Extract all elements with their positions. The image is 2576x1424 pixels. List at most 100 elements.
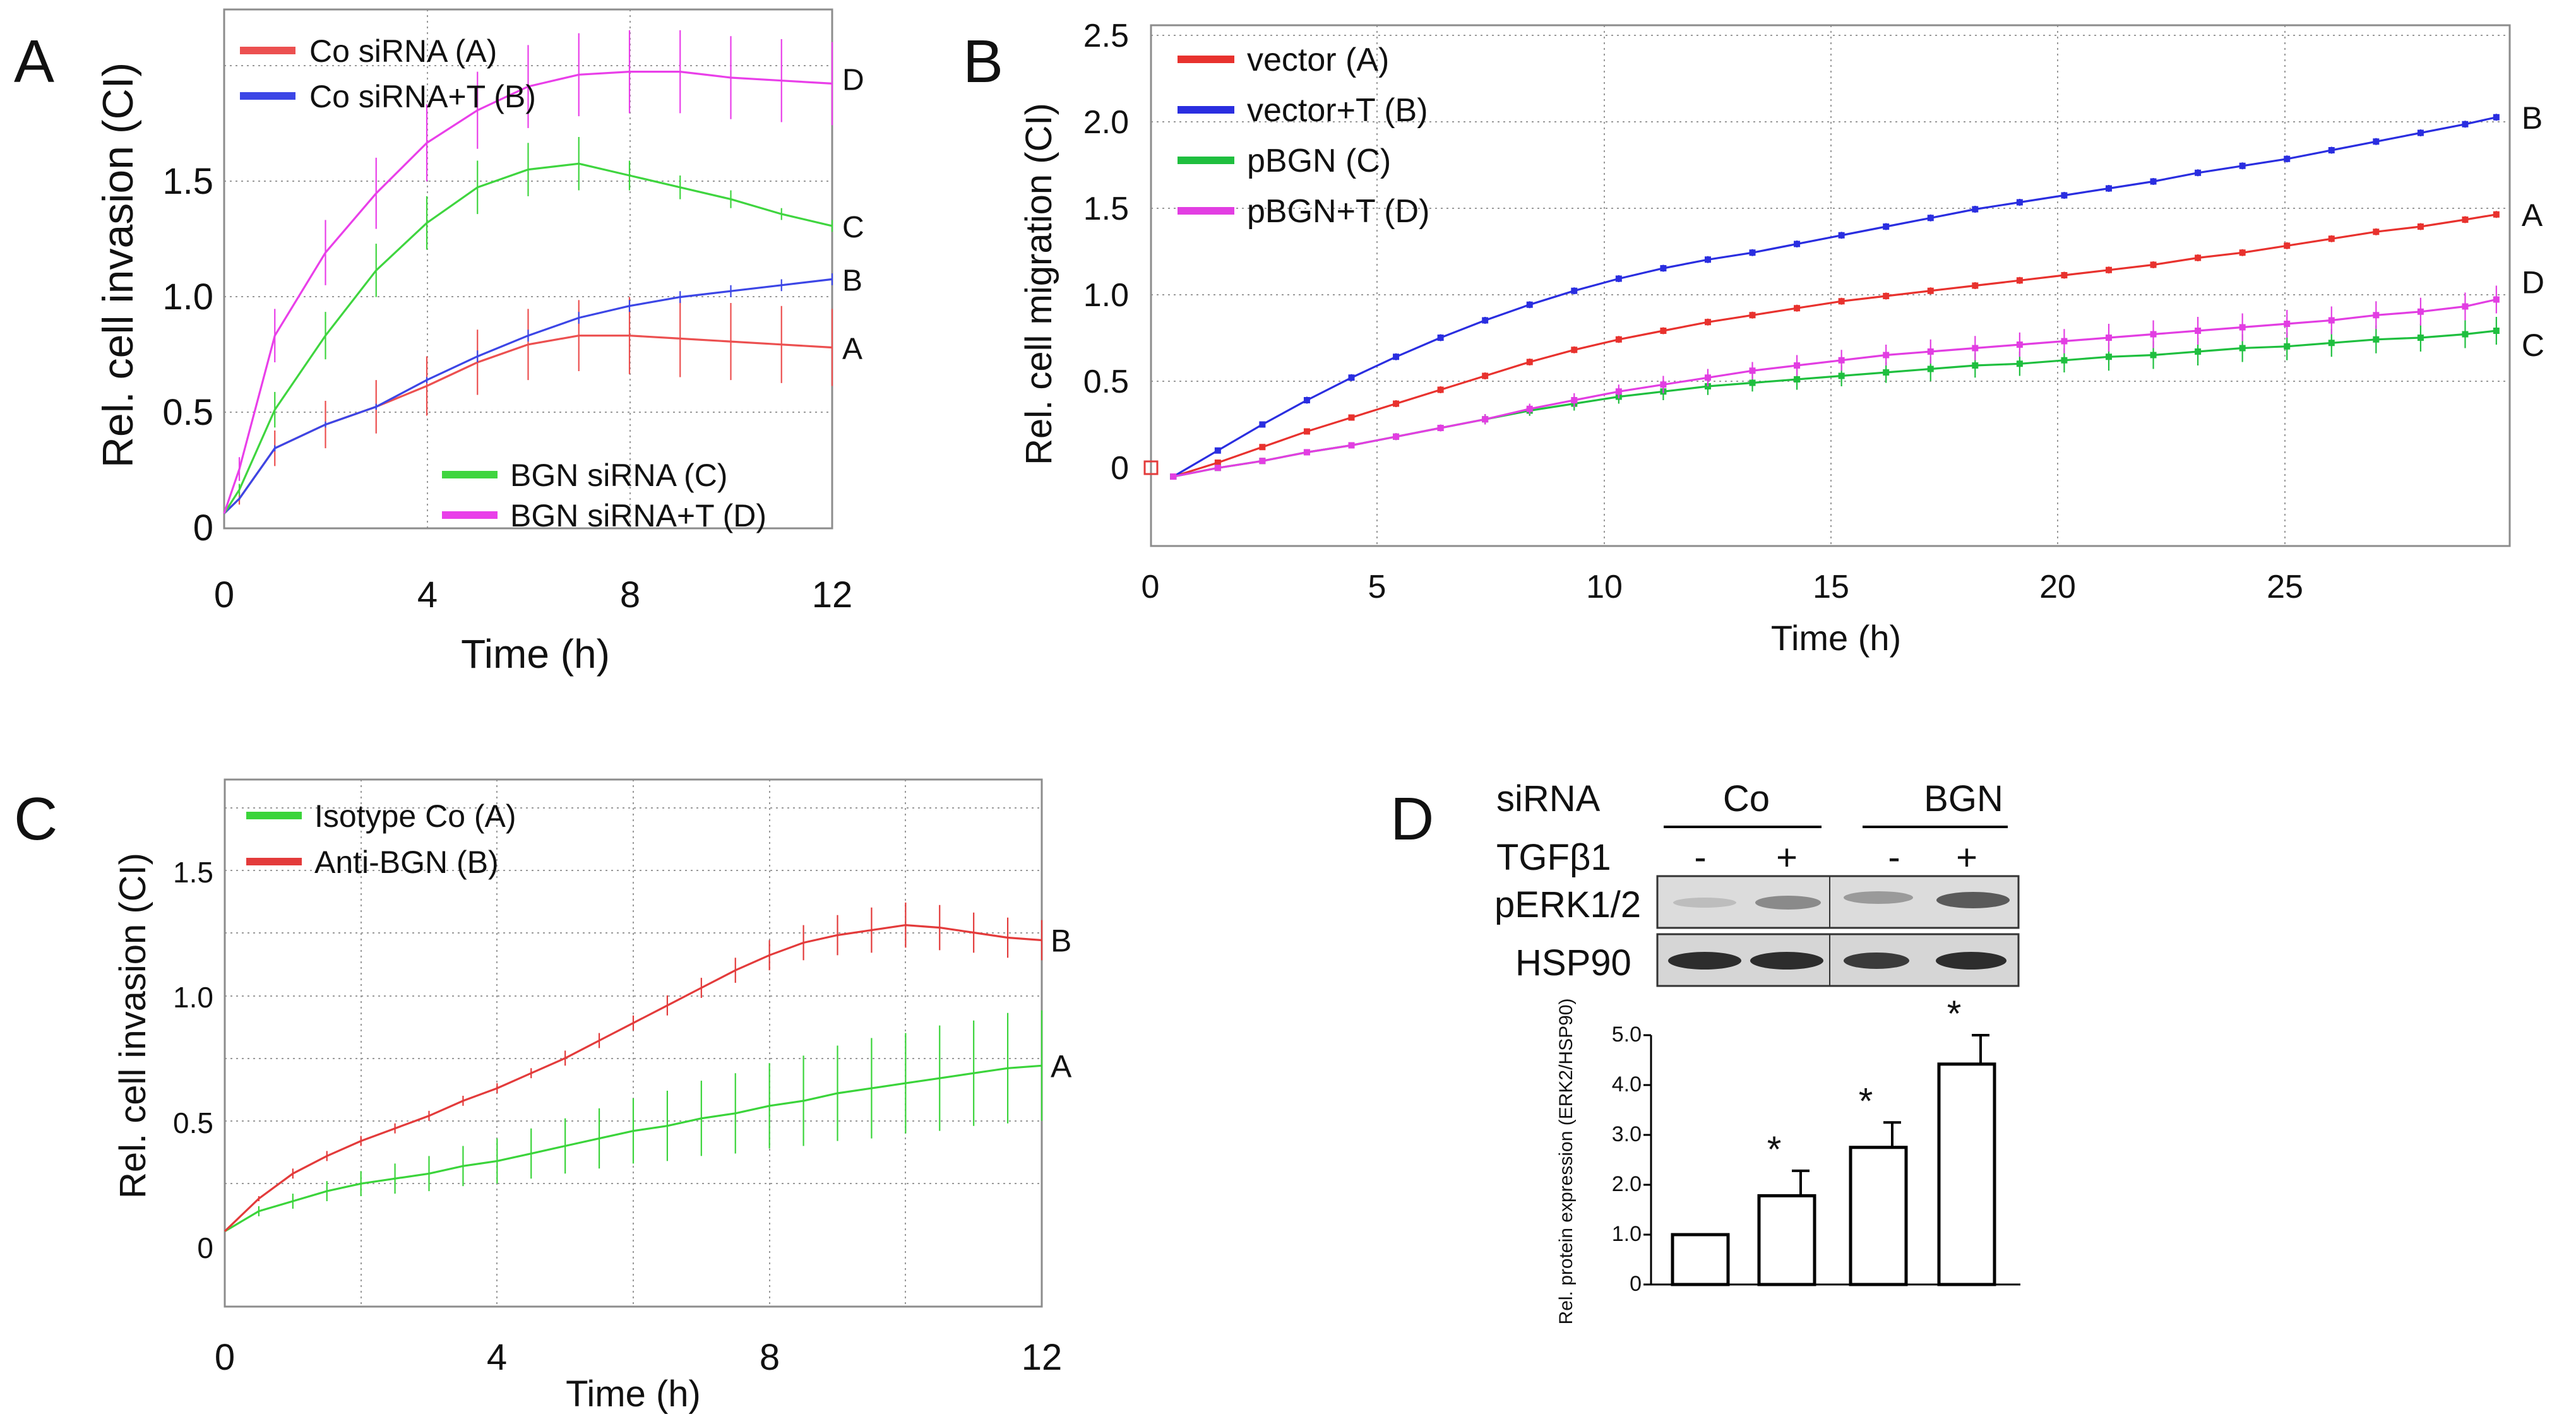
seriesB-s0-point: [1259, 444, 1266, 451]
seriesB-s3-point: [1348, 442, 1355, 449]
seriesB-s2-point: [1972, 362, 1979, 369]
series-group-b: A B CD: [1170, 100, 2544, 480]
seriesB-s2-point: [1794, 376, 1801, 383]
y-axis-label-b: Rel. cell migration (CI): [1018, 103, 1059, 465]
seriesB-s3-point: [1704, 374, 1711, 381]
panel-letter-b: B: [963, 28, 1003, 95]
x-tick-a-12: 12: [812, 574, 853, 615]
seriesB-s3-point: [2417, 308, 2424, 315]
x-tick-a-4: 4: [417, 574, 438, 615]
legend-label-c-1: Anti-BGN (B): [314, 845, 499, 880]
seriesB-s1-point: [2016, 199, 2023, 206]
panel-letter-c: C: [14, 785, 57, 853]
x-tick-b-25: 25: [2267, 569, 2303, 605]
seriesB-s3-point: [2016, 341, 2023, 348]
seriesB-s0-point: [1972, 282, 1979, 289]
x-tick-b-5: 5: [1368, 569, 1386, 605]
seriesB-s2-point: [2150, 352, 2157, 359]
seriesB-s2-point: [2195, 348, 2202, 355]
seriesB-s2-point: [2493, 328, 2500, 334]
blot-sign-2: +: [1776, 837, 1798, 878]
seriesB-s0-point: [1214, 460, 1221, 466]
seriesB-s0-point: [1571, 347, 1578, 353]
y-tick-b-15: 1.5: [1083, 191, 1129, 227]
x-tick-b-20: 20: [2039, 569, 2076, 605]
seriesB-s0-point: [1704, 319, 1711, 326]
y-tick-c-10: 1.0: [173, 981, 213, 1014]
seriesB-s3-point: [1615, 388, 1622, 395]
seriesA-s1-end-label: B: [842, 264, 862, 297]
plot-frame-a: [223, 8, 833, 530]
y-tick-a-05: 0.5: [162, 392, 213, 433]
x-axis-label-b: Time (h): [1771, 618, 1901, 658]
seriesB-s2-point: [2016, 360, 2023, 367]
origin-marker-b: [1143, 460, 1159, 475]
seriesB-s1-point: [2105, 185, 2112, 192]
seriesB-s0-point: [1749, 312, 1756, 319]
seriesB-s3-point: [2239, 324, 2246, 331]
blot-sign-4: +: [1956, 837, 1977, 878]
seriesB-s2-point: [1927, 365, 1934, 372]
seriesB-s3-point: [1972, 345, 1979, 352]
tick-group-d: [1643, 1034, 1651, 1286]
seriesB-s0-point: [2417, 223, 2424, 230]
seriesB-s3-point: [1794, 362, 1801, 369]
seriesB-s1-point: [2373, 138, 2380, 145]
seriesB-s3-point: [1482, 416, 1489, 423]
seriesB-s2-end-label: C: [2522, 328, 2544, 363]
y-tick-b-0: 0: [1111, 450, 1129, 487]
seriesB-s3-point: [1660, 381, 1667, 388]
seriesB-s2-point: [2417, 335, 2424, 341]
y-tick-d-0: 0: [1630, 1272, 1642, 1296]
panel-letter-d: D: [1390, 785, 1434, 853]
seriesB-s1-point: [1883, 223, 1890, 230]
seriesB-s3-point: [2195, 328, 2202, 334]
bar: [1937, 1062, 1996, 1286]
seriesA-s3-end-label: D: [842, 63, 864, 97]
y-tick-b-25: 2.5: [1083, 18, 1129, 54]
legend-label-b-0: vector (A): [1247, 42, 1389, 78]
seriesB-s0-point: [2239, 249, 2246, 256]
perk-blot: [1656, 875, 2020, 929]
seriesB-s2-point: [2373, 336, 2380, 343]
seriesA-s0-end-label: A: [842, 332, 862, 365]
seriesB-s0-point: [2462, 217, 2469, 223]
panel-letter-a: A: [14, 28, 54, 95]
seriesB-s2-point: [2061, 357, 2068, 364]
y-tick-b-05: 0.5: [1083, 364, 1129, 400]
y-tick-b-10: 1.0: [1083, 277, 1129, 314]
legend-label-a-1: Co siRNA+T (B): [309, 79, 536, 114]
seriesB-s1-point: [2493, 114, 2500, 121]
seriesB-s1-point: [1526, 301, 1533, 308]
seriesB-s2-point: [2284, 343, 2291, 350]
seriesB-s1-point: [1259, 421, 1266, 428]
x-tick-c-8: 8: [760, 1337, 780, 1378]
seriesB-s1-point: [1838, 232, 1845, 239]
blot-group-co: Co: [1723, 778, 1770, 819]
seriesB-s1-point: [2195, 169, 2202, 176]
seriesB-s1-point: [1482, 317, 1489, 324]
seriesB-s0-point: [2150, 261, 2157, 268]
x-tick-b-10: 10: [1586, 569, 1623, 605]
seriesB-s0-point: [2016, 277, 2023, 284]
plot-frame-b: [1150, 24, 2511, 547]
y-tick-a-10: 1.0: [162, 276, 213, 317]
seriesB-s0-point: [2328, 235, 2335, 242]
seriesB-s1-point: [2417, 129, 2424, 136]
seriesA-s2-line: [223, 162, 833, 514]
seriesB-s1-point: [1393, 353, 1400, 360]
seriesB-s3-point: [2373, 312, 2380, 319]
seriesB-s0-point: [2493, 211, 2500, 218]
blot-row-hsp90: HSP90: [1515, 942, 1631, 983]
bar: [1849, 1146, 1908, 1286]
seriesB-s3-point: [1437, 425, 1444, 431]
seriesB-s1-end-label: B: [2522, 100, 2543, 136]
legend-label-b-2: pBGN (C): [1247, 143, 1391, 179]
seriesB-s0-point: [2284, 242, 2291, 249]
y-tick-d-4: 4.0: [1612, 1072, 1642, 1096]
y-tick-d-5: 5.0: [1612, 1023, 1642, 1047]
y-axis-label-a: Rel. cell invasion (CI): [94, 62, 142, 468]
blot-row-perk: pERK1/2: [1494, 884, 1641, 925]
panel-a: A A BC D 0 4 8 12 0 0.5 1.0 1.5 Time (h) R…: [14, 8, 864, 677]
